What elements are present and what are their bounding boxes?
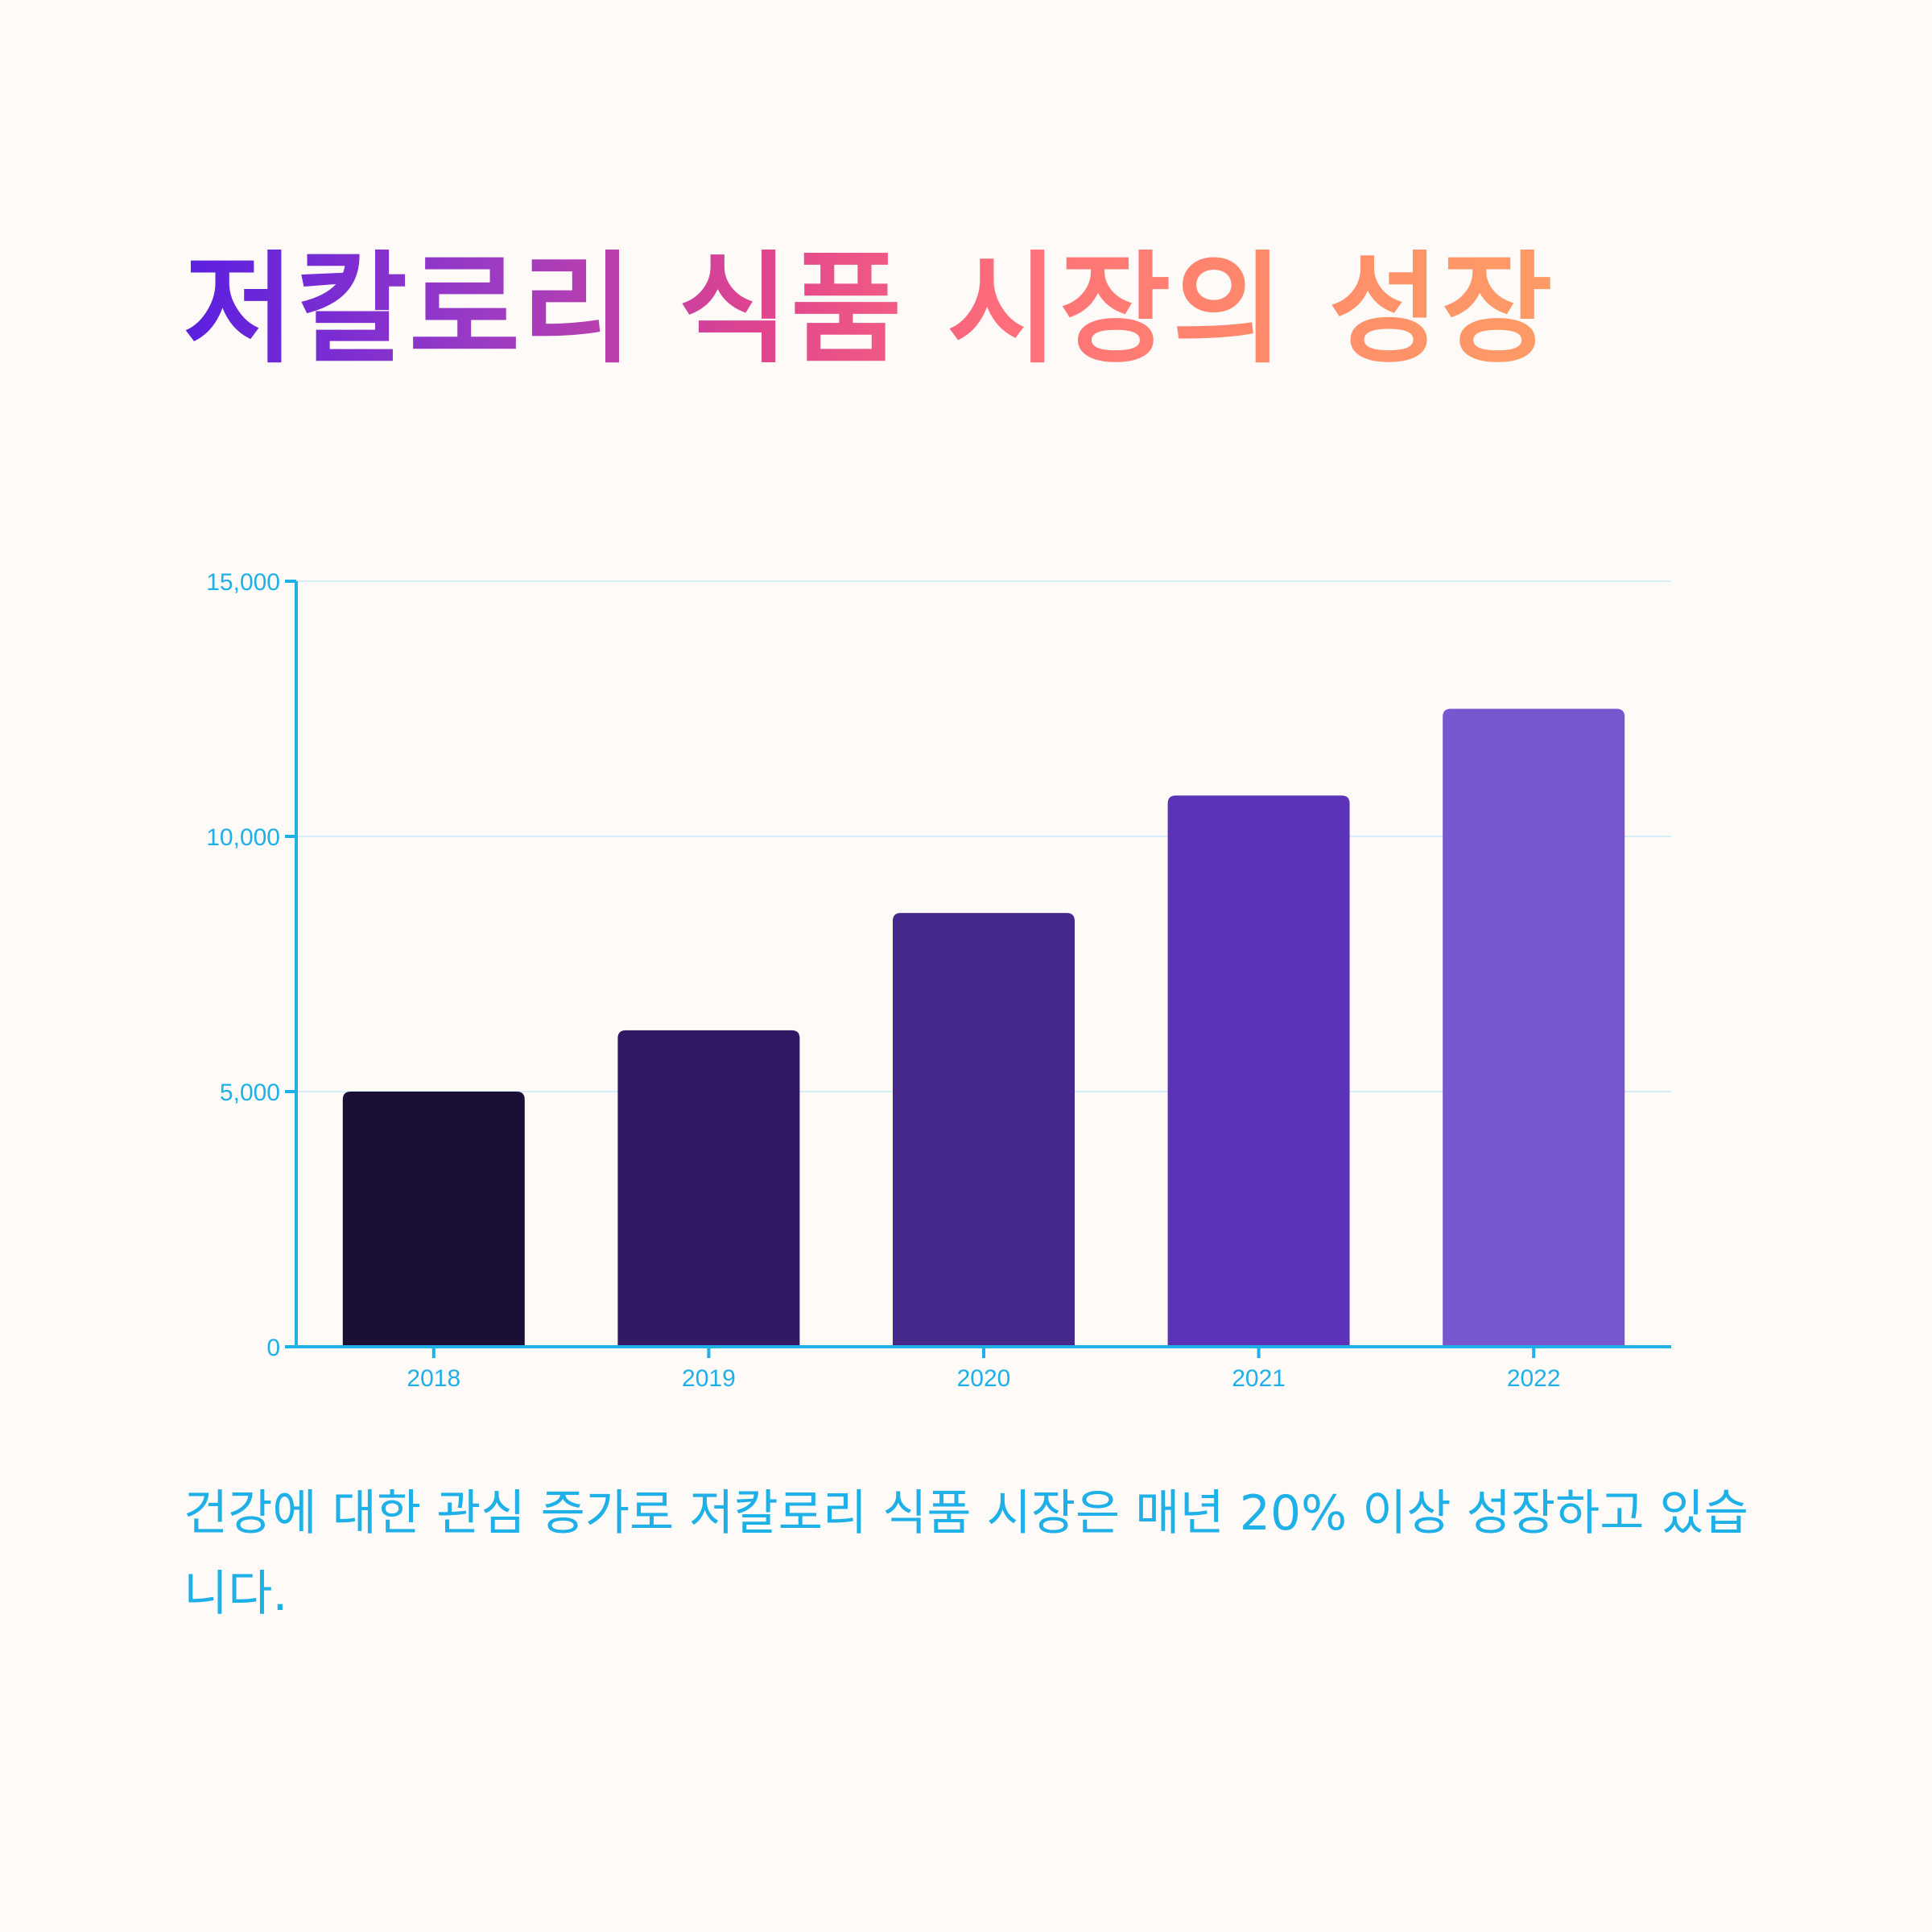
bars: [342, 708, 1625, 1347]
x-tick-label: 2020: [957, 1365, 1011, 1392]
tick-labels: 0 5,000 10,000 15,000 2018 2019 2020 2021 2022: [206, 569, 1560, 1392]
y-tick-label: 15,000: [206, 569, 280, 596]
caption-text: 건강에 대한 관심 증가로 저칼로리 식품 시장은 매년 20% 이상 성장하고…: [184, 1485, 1748, 1622]
x-tick-label: 2019: [682, 1365, 736, 1392]
bar-2020: [893, 913, 1075, 1347]
page-title: 저칼로리 식품 시장의 성장: [184, 240, 1554, 380]
x-tick-label: 2021: [1232, 1365, 1286, 1392]
x-tick-label: 2018: [407, 1365, 460, 1392]
axes: [285, 580, 1671, 1358]
y-tick-label: 10,000: [206, 824, 280, 851]
bar-2018: [342, 1092, 525, 1347]
y-tick-label: 0: [266, 1335, 280, 1361]
bar-2021: [1167, 795, 1350, 1347]
y-tick-label: 5,000: [220, 1080, 280, 1106]
bar-2019: [617, 1030, 800, 1347]
x-tick-label: 2022: [1507, 1365, 1561, 1392]
bar-2022: [1443, 708, 1625, 1347]
